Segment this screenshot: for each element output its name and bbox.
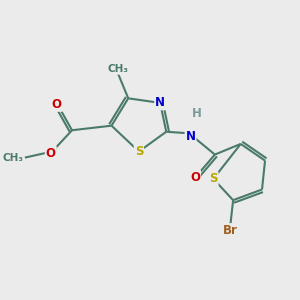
Text: H: H (192, 107, 202, 120)
Text: N: N (155, 96, 165, 110)
Text: O: O (52, 98, 62, 111)
Text: CH₃: CH₃ (107, 64, 128, 74)
Text: O: O (46, 146, 56, 160)
Text: S: S (209, 172, 218, 185)
Text: O: O (190, 171, 200, 184)
Text: N: N (186, 130, 196, 143)
Text: S: S (135, 145, 143, 158)
Text: Br: Br (223, 224, 238, 237)
Text: CH₃: CH₃ (2, 153, 23, 163)
